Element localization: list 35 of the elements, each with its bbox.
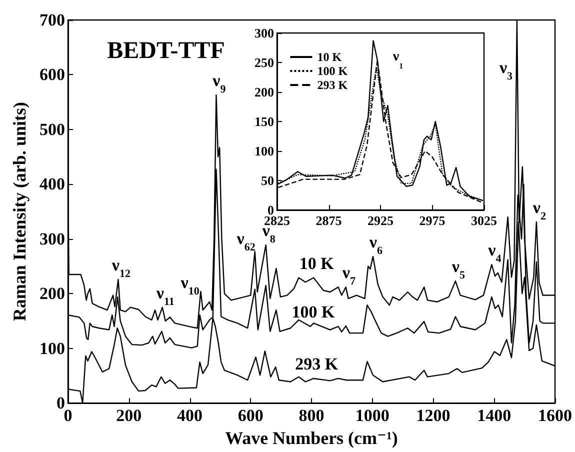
- y-tick-label: 150: [254, 114, 274, 129]
- y-axis-title: Raman Intensity (arb. units): [10, 102, 30, 322]
- y-tick-label: 400: [40, 174, 65, 194]
- y-tick-label: 0: [268, 202, 274, 218]
- y-tick-label: 250: [254, 55, 274, 70]
- x-axis-title: Wave Numbers (cm⁻¹): [225, 428, 398, 448]
- y-tick-label: 700: [40, 10, 65, 30]
- legend-label: 100 K: [317, 64, 348, 78]
- y-tick-label: 200: [40, 284, 65, 304]
- x-tick-label: 1600: [538, 406, 572, 426]
- x-tick-label: 1000: [355, 406, 390, 426]
- annotation: 100 K: [292, 302, 336, 322]
- x-tick-label: 1400: [477, 406, 512, 426]
- legend-label: 293 K: [317, 78, 348, 92]
- y-tick-label: 300: [254, 26, 274, 40]
- y-tick-label: 200: [254, 84, 274, 100]
- y-tick-label: 300: [40, 229, 65, 248]
- annotation: 293 K: [295, 354, 339, 374]
- x-tick-label: 1200: [416, 406, 450, 426]
- y-tick-label: 100: [254, 144, 274, 158]
- y-tick-label: 100: [40, 338, 65, 358]
- y-tick-label: 0: [56, 394, 65, 413]
- x-tick-label: 400: [177, 406, 202, 426]
- annotation: 10 K: [299, 254, 335, 273]
- x-tick-label: 2875: [316, 213, 342, 228]
- annotation: BEDT-TTF: [107, 38, 225, 64]
- x-tick-label: 800: [298, 406, 324, 426]
- x-tick-label: 2975: [419, 213, 446, 228]
- x-tick-label: 200: [116, 406, 142, 426]
- legend-label: 10 K: [317, 50, 342, 64]
- y-tick-label: 50: [261, 173, 274, 188]
- x-tick-label: 2925: [368, 213, 394, 228]
- y-tick-label: 600: [40, 65, 65, 84]
- y-tick-label: 500: [40, 120, 65, 139]
- x-tick-label: 3025: [471, 213, 498, 228]
